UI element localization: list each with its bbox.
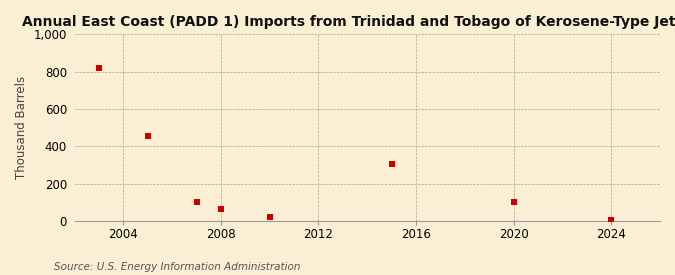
Point (508, 200, 519, 204)
Point (94, 66, 105, 70)
Point (191, 200, 202, 204)
Point (386, 162, 397, 166)
Point (142, 134, 153, 138)
Point (215, 207, 226, 211)
Title: Annual East Coast (PADD 1) Imports from Trinidad and Tobago of Kerosene-Type Jet: Annual East Coast (PADD 1) Imports from … (22, 15, 675, 29)
Y-axis label: Thousand Barrels: Thousand Barrels (15, 76, 28, 179)
Point (265, 215, 275, 219)
Point (606, 218, 617, 222)
Text: Source: U.S. Energy Information Administration: Source: U.S. Energy Information Administ… (54, 262, 300, 272)
